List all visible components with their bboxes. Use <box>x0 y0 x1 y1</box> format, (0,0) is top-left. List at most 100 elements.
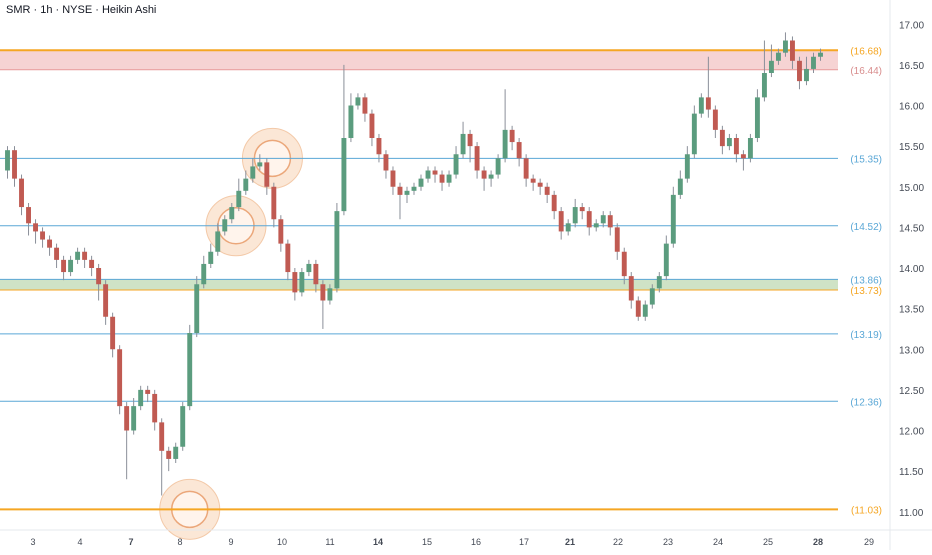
x-tick-label: 17 <box>519 537 529 547</box>
candle-body-23 <box>166 450 172 459</box>
x-tick-label: 21 <box>565 537 575 547</box>
y-tick-label: 17.00 <box>899 20 924 31</box>
x-tick-label: 11 <box>325 537 334 547</box>
level-labels-layer: (16.68) (16.44) (15.35) (14.52) (13.86)(13.7… <box>850 46 882 516</box>
candle-body-9 <box>68 259 74 273</box>
candle-body-57 <box>404 190 410 195</box>
candle-body-11 <box>82 251 88 260</box>
x-tick-label: 4 <box>77 537 82 547</box>
candle-body-115 <box>811 56 816 69</box>
candle-body-107 <box>754 97 760 138</box>
x-tick-label: 16 <box>471 537 481 547</box>
candle-body-42 <box>299 272 305 293</box>
zone-0 <box>0 50 838 70</box>
candle-body-94 <box>663 243 669 277</box>
y-tick-label: 14.50 <box>899 223 924 234</box>
candle-body-103 <box>726 138 732 147</box>
y-tick-label: 13.50 <box>899 305 924 316</box>
candle-body-63 <box>446 174 452 183</box>
candle-body-10 <box>75 251 81 260</box>
candle-body-75 <box>530 178 536 183</box>
candle-body-0 <box>5 150 10 171</box>
candles-layer <box>5 32 823 496</box>
candle-body-59 <box>418 178 424 187</box>
x-tick-label: 10 <box>277 537 287 547</box>
candle-body-60 <box>425 170 431 179</box>
y-tick-label: 12.50 <box>899 386 924 397</box>
x-tick-label: 3 <box>30 537 35 547</box>
x-tick-label: 8 <box>177 537 182 547</box>
candle-body-111 <box>783 40 788 53</box>
candle-body-47 <box>334 211 340 289</box>
candle-body-4 <box>33 223 38 232</box>
x-tick-label: 25 <box>763 537 773 547</box>
candle-body-116 <box>818 52 823 57</box>
candle-body-27 <box>194 284 200 333</box>
level-label-0: (16.68) <box>850 46 882 57</box>
candle-body-93 <box>656 276 662 289</box>
level-label-7: (12.36) <box>850 397 882 408</box>
candle-body-106 <box>747 138 753 159</box>
candle-body-70 <box>495 158 501 175</box>
candle-body-31 <box>222 219 228 232</box>
candle-body-78 <box>551 194 557 212</box>
candle-body-19 <box>138 389 144 407</box>
candle-body-30 <box>215 231 221 252</box>
candle-body-37 <box>264 162 270 187</box>
candle-body-110 <box>775 52 781 61</box>
candle-body-88 <box>621 251 627 277</box>
candle-body-54 <box>383 154 389 171</box>
candle-body-32 <box>229 207 235 220</box>
candle-body-13 <box>96 268 102 285</box>
candle-body-71 <box>502 129 508 159</box>
candle-body-50 <box>355 97 361 106</box>
candle-body-81 <box>572 207 578 224</box>
candle-body-66 <box>467 133 473 147</box>
candle-body-6 <box>47 239 53 248</box>
x-axis: 3 4 7 8 9 10 11 14 15 16 17 21 22 23 24 25 28 29 <box>0 529 932 547</box>
x-tick-label: 22 <box>613 537 623 547</box>
candle-body-1 <box>12 150 17 179</box>
candle-body-100 <box>705 97 711 110</box>
candle-body-61 <box>432 170 438 175</box>
candle-body-2 <box>19 178 24 208</box>
candle-body-51 <box>362 97 368 114</box>
candle-body-28 <box>201 263 207 285</box>
candle-body-83 <box>586 211 592 228</box>
x-tick-label: 9 <box>228 537 233 547</box>
candle-body-16 <box>117 349 123 407</box>
y-tick-label: 12.00 <box>899 427 924 438</box>
x-tick-label: 28 <box>813 537 823 547</box>
candle-body-69 <box>488 174 494 179</box>
candle-body-18 <box>131 406 137 431</box>
candle-body-84 <box>593 223 599 228</box>
candle-body-90 <box>635 300 641 317</box>
zones-layer <box>0 50 838 290</box>
candle-body-15 <box>110 316 116 350</box>
candle-body-3 <box>26 207 31 224</box>
candle-body-74 <box>523 158 529 179</box>
candle-body-104 <box>733 138 739 155</box>
level-label-3: (14.52) <box>850 222 882 233</box>
candle-body-102 <box>719 129 725 147</box>
candle-body-68 <box>481 170 487 179</box>
candle-body-12 <box>89 259 95 268</box>
candle-body-53 <box>376 138 382 155</box>
candle-body-112 <box>790 40 795 61</box>
candle-body-96 <box>677 178 683 195</box>
y-axis: 17.00 16.50 16.00 15.50 15.00 14.50 14.00 13.50… <box>889 0 924 550</box>
candle-body-87 <box>614 227 620 252</box>
x-tick-label: 24 <box>713 537 723 547</box>
level-label-8: (11.03) <box>851 505 882 516</box>
candle-body-89 <box>628 276 634 301</box>
candle-body-29 <box>208 251 214 264</box>
candle-body-46 <box>327 288 333 301</box>
candle-body-91 <box>642 304 648 317</box>
level-label-2: (15.35) <box>850 154 882 165</box>
candle-body-65 <box>460 133 466 155</box>
candle-body-52 <box>369 113 375 138</box>
chart-title: SMR · 1h · NYSE · Heikin Ashi <box>6 4 157 16</box>
candle-body-35 <box>250 166 256 179</box>
